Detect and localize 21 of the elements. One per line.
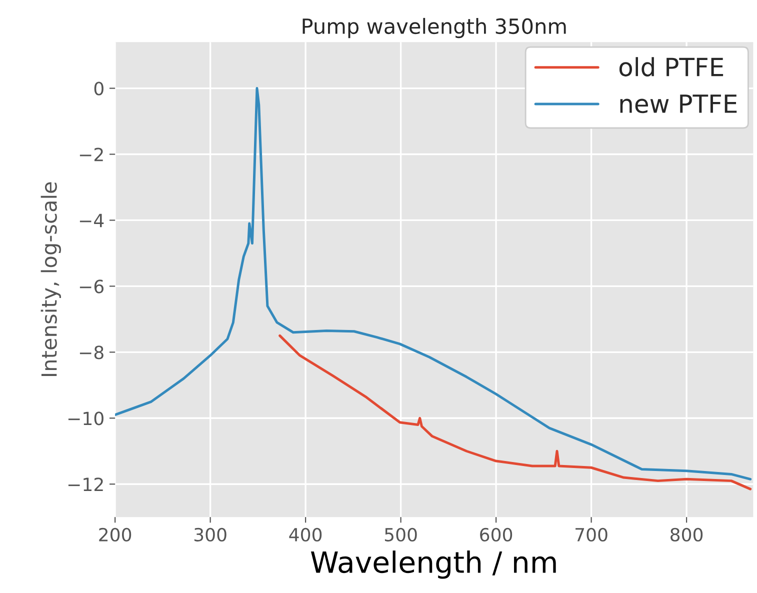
line-series: [278, 334, 752, 490]
y-tick-label: −8: [80, 346, 104, 360]
x-tick-label: 600: [480, 528, 512, 542]
x-tick-label: 700: [576, 528, 608, 542]
y-tick-label: −12: [68, 478, 103, 491]
y-axis-title: Intensity, log-scale: [40, 182, 61, 376]
legend-label: new PTFE: [620, 94, 737, 114]
y-tick-label: −10: [68, 412, 104, 426]
x-tick-label: 400: [289, 528, 322, 542]
x-tick-label: 800: [670, 528, 703, 542]
y-tick-label: −4: [80, 214, 104, 228]
x-tick-label: 500: [384, 528, 417, 542]
line-series: [115, 87, 752, 480]
y-tick-label: −6: [80, 280, 104, 294]
x-tick-label: 300: [194, 528, 226, 542]
x-tick-label: 200: [99, 528, 132, 542]
legend-label: old PTFE: [619, 57, 724, 76]
y-tick-label: 0: [94, 82, 104, 96]
y-tick-label: −2: [80, 148, 103, 162]
chart-title: Pump wavelength 350nm: [302, 18, 566, 38]
x-axis-title: Wavelength / nm: [310, 550, 556, 579]
